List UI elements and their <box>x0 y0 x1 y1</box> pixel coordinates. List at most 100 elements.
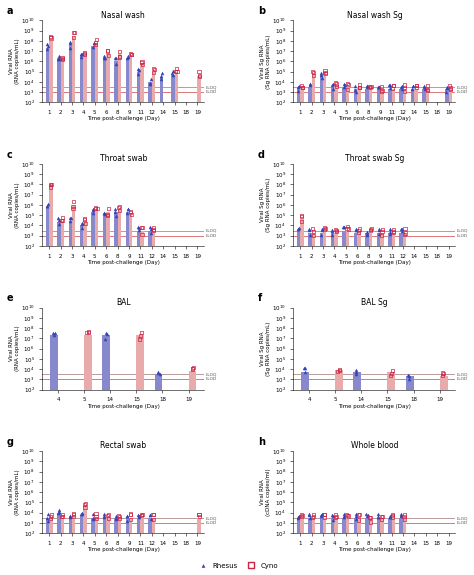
Text: LLOQ: LLOQ <box>457 229 468 233</box>
Point <box>104 51 112 60</box>
Point <box>81 500 89 509</box>
Point <box>126 509 134 519</box>
Text: LLOQ: LLOQ <box>457 85 468 89</box>
Point <box>367 226 374 235</box>
Point <box>70 509 78 519</box>
Point <box>66 216 74 225</box>
Point <box>374 509 382 519</box>
Point <box>66 37 74 47</box>
Bar <box>403 518 406 575</box>
Text: LLOD: LLOD <box>457 90 468 94</box>
Point <box>135 223 143 232</box>
Text: c: c <box>7 150 12 160</box>
Point <box>306 509 313 519</box>
Point <box>378 227 386 236</box>
Point <box>352 225 360 235</box>
Point <box>329 511 337 520</box>
Bar <box>69 221 72 575</box>
Point <box>127 510 134 519</box>
Point <box>332 82 340 91</box>
Point <box>69 202 77 212</box>
Point <box>397 82 404 91</box>
Bar <box>80 516 83 575</box>
Bar <box>335 518 338 575</box>
Point <box>447 85 454 94</box>
Y-axis label: Viral RNA
(cDNA copies/ml): Viral RNA (cDNA copies/ml) <box>260 468 271 516</box>
Point <box>329 515 337 524</box>
Point <box>298 81 305 90</box>
Point <box>55 55 63 64</box>
Point <box>447 83 455 93</box>
Y-axis label: Viral RNA
(RNA copies/mL): Viral RNA (RNA copies/mL) <box>9 469 19 515</box>
Bar <box>388 89 392 575</box>
Bar <box>57 513 61 575</box>
Point <box>353 367 360 376</box>
Bar <box>331 518 335 575</box>
Point <box>78 223 85 232</box>
Point <box>389 83 397 93</box>
Bar <box>152 72 155 575</box>
Point <box>69 508 77 518</box>
Y-axis label: Viral Sg RNA
(Sg RNA copies/mL): Viral Sg RNA (Sg RNA copies/mL) <box>260 321 271 375</box>
Point <box>398 224 405 233</box>
Point <box>111 205 119 214</box>
Point <box>375 83 383 92</box>
Point <box>112 59 120 68</box>
Point <box>82 499 89 508</box>
Point <box>405 374 412 383</box>
Point <box>146 79 154 88</box>
Point <box>401 515 408 524</box>
Point <box>92 513 100 523</box>
Point <box>58 53 66 63</box>
Bar <box>95 43 98 575</box>
Bar <box>46 208 49 575</box>
Text: LLOD: LLOD <box>206 521 217 525</box>
X-axis label: Time post-challenge (Day): Time post-challenge (Day) <box>338 117 411 121</box>
Point <box>46 33 54 42</box>
Point <box>355 228 362 237</box>
Point <box>366 83 374 92</box>
Point <box>366 225 374 234</box>
Bar <box>300 87 304 575</box>
Bar <box>319 518 323 575</box>
Y-axis label: Viral RNA
(RNA copies/mL): Viral RNA (RNA copies/mL) <box>9 326 19 371</box>
Point <box>440 369 447 378</box>
Point <box>150 65 158 74</box>
Point <box>100 512 108 522</box>
Bar <box>297 231 300 575</box>
Point <box>332 78 339 87</box>
Point <box>341 81 348 90</box>
Bar <box>308 518 311 575</box>
Point <box>332 224 340 233</box>
Point <box>58 53 66 62</box>
Point <box>124 516 131 526</box>
Bar <box>400 89 403 575</box>
Point <box>424 86 431 95</box>
Point <box>309 513 317 522</box>
Point <box>196 512 203 521</box>
Point <box>43 513 51 523</box>
Text: LLOD: LLOD <box>206 234 217 237</box>
Point <box>47 511 55 520</box>
Point <box>115 52 123 61</box>
Bar <box>403 89 406 575</box>
Point <box>295 513 302 522</box>
Title: Nasal wash Sg: Nasal wash Sg <box>346 10 402 20</box>
Point <box>367 512 374 522</box>
Bar <box>189 371 196 575</box>
Bar <box>323 231 327 575</box>
Bar <box>392 89 395 575</box>
Point <box>103 45 111 55</box>
Point <box>386 511 394 520</box>
Text: LLOD: LLOD <box>457 521 468 525</box>
Point <box>375 225 383 234</box>
Point <box>59 510 66 519</box>
Point <box>329 85 337 94</box>
Bar <box>114 518 118 575</box>
Point <box>78 509 86 519</box>
Point <box>386 512 393 522</box>
Point <box>173 67 181 76</box>
Point <box>155 367 162 377</box>
X-axis label: Time post-challenge (Day): Time post-challenge (Day) <box>87 404 160 409</box>
Point <box>115 203 123 212</box>
